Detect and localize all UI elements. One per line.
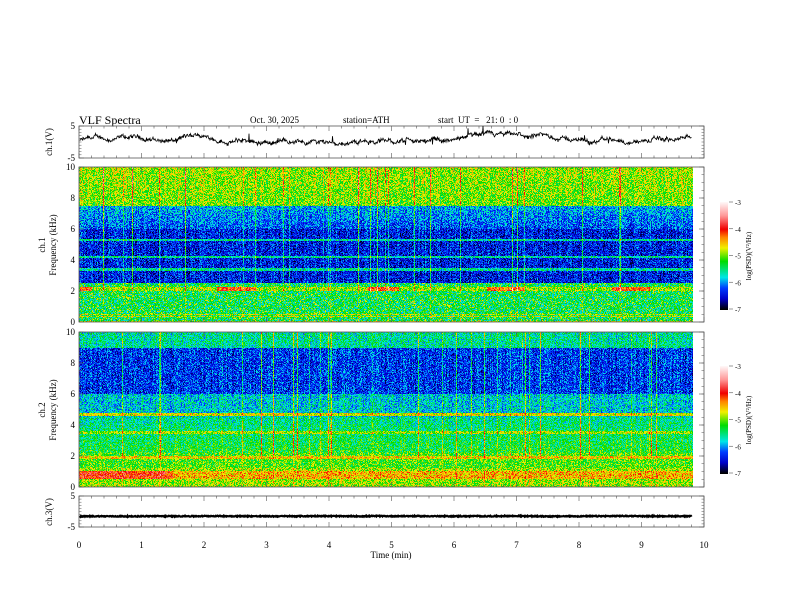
ch1-spec-y-label-ch: ch.1	[37, 237, 47, 252]
colorbar-tick-label: -7	[735, 306, 741, 314]
colorbar-tick-label: -4	[735, 390, 741, 398]
y-tick-label: 6	[71, 389, 76, 399]
y-tick-label: 5	[71, 121, 76, 131]
y-tick-label: 5	[71, 491, 76, 501]
colorbar-tick-label: -6	[735, 443, 741, 451]
x-axis-label: Time (min)	[371, 550, 412, 560]
x-tick-label: 8	[577, 540, 582, 550]
y-tick-label: -5	[68, 522, 76, 532]
ch3-y-label: ch.3(V)	[44, 498, 54, 526]
colorbar-tick-label: -7	[735, 470, 741, 478]
y-tick-label: 4	[71, 420, 76, 430]
ch1-spectrogram	[79, 167, 693, 322]
y-tick-label: 0	[71, 482, 76, 492]
ch2-spec-y-label-ch: ch.2	[37, 402, 47, 417]
ch1-spec-y-label: Frequency (kHz)	[48, 214, 58, 275]
y-tick-label: 6	[71, 224, 76, 234]
ch1-colorbar	[720, 202, 728, 310]
y-tick-label: 0	[71, 317, 76, 327]
date-label: Oct. 30, 2025	[250, 115, 299, 125]
x-tick-label: 3	[264, 540, 269, 550]
colorbar-tick-label: -6	[735, 279, 741, 287]
start-time-label: start UT = 21: 0 : 0	[438, 115, 519, 125]
y-tick-label: -5	[68, 153, 76, 163]
y-tick-label: 8	[71, 193, 76, 203]
panel-frame	[78, 331, 705, 488]
y-tick-label: 8	[71, 358, 76, 368]
ch1-waveform-trace	[79, 125, 692, 147]
ch1-y-label: ch.1(V)	[44, 128, 54, 156]
x-tick-label: 9	[639, 540, 644, 550]
colorbar-tick-label: -3	[735, 363, 741, 371]
colorbar-tick-label: -4	[735, 226, 741, 234]
ch3-waveform-trace	[79, 513, 693, 519]
figure-title: VLF Spectra	[79, 113, 141, 127]
y-tick-label: 10	[66, 327, 76, 337]
station-label: station=ATH	[343, 115, 390, 125]
x-tick-label: 6	[452, 540, 457, 550]
colorbar-tick-label: -5	[735, 417, 741, 425]
ch2-spec-y-label: Frequency (kHz)	[48, 379, 58, 440]
ch2-colorbar-label: log(PSD)(V²/Hz)	[745, 395, 753, 444]
y-tick-label: 2	[71, 451, 76, 461]
y-tick-label: 2	[71, 286, 76, 296]
colorbar-tick-label: -3	[735, 199, 741, 207]
ch2-spectrogram	[79, 332, 693, 487]
x-tick-label: 0	[77, 540, 82, 550]
colorbar-tick-label: -5	[735, 253, 741, 261]
ch2-colorbar	[720, 366, 728, 474]
y-tick-label: 4	[71, 255, 76, 265]
ch1-colorbar-label: log(PSD)(V²/Hz)	[745, 231, 753, 280]
x-tick-label: 10	[700, 540, 710, 550]
y-tick-label: 10	[66, 162, 76, 172]
x-tick-label: 2	[202, 540, 207, 550]
x-tick-label: 1	[139, 540, 144, 550]
x-tick-label: 5	[389, 540, 394, 550]
x-tick-label: 7	[514, 540, 519, 550]
panel-frame	[78, 166, 705, 323]
x-tick-label: 4	[327, 540, 332, 550]
